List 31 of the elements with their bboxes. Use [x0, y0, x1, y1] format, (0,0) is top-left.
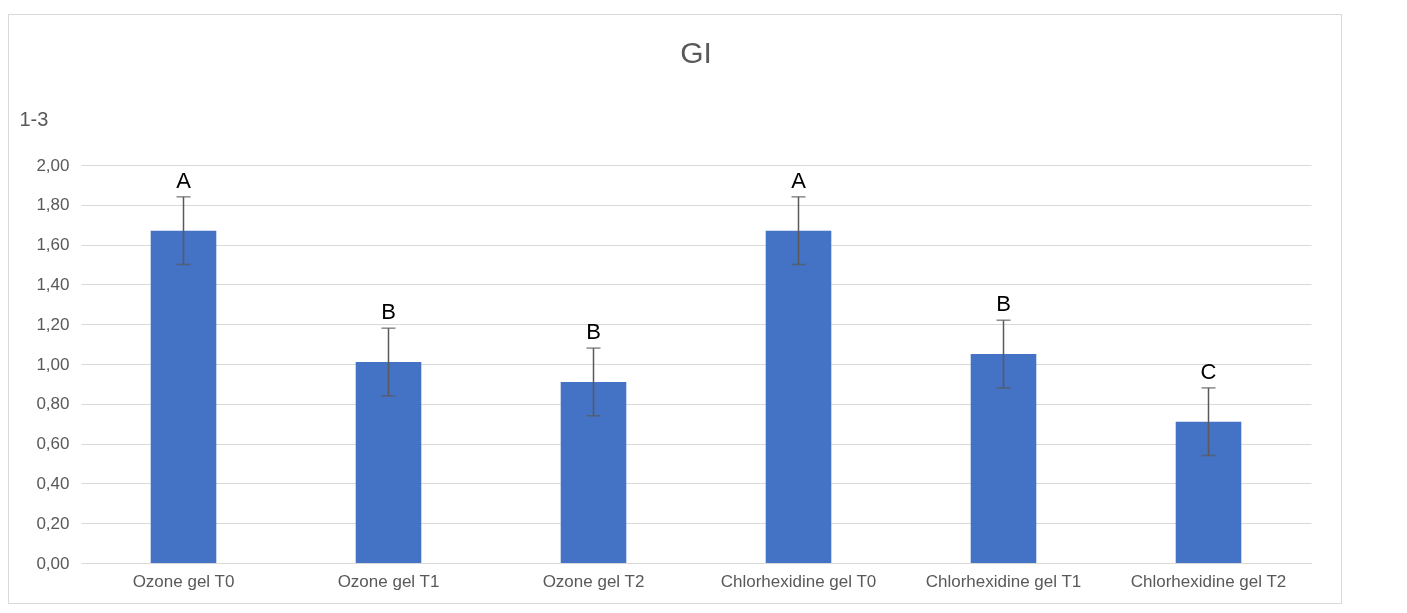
- annotation: B: [586, 319, 601, 345]
- annotation: A: [791, 167, 807, 193]
- x-tick-label: Chlorhexidine gel T2: [1130, 571, 1287, 591]
- chart-title: GI: [680, 36, 712, 69]
- annotation: B: [381, 299, 396, 325]
- y-tick-label: 0,40: [36, 473, 70, 493]
- annotation: C: [1200, 358, 1217, 384]
- y-tick-label: 0,80: [36, 394, 70, 414]
- y-tick-label: 1,60: [36, 235, 70, 255]
- x-tick-label: Ozone gel T0: [132, 571, 235, 591]
- bar: [970, 354, 1037, 563]
- annotation: A: [176, 167, 192, 193]
- bar: [355, 362, 422, 563]
- y-tick-label: 0,20: [36, 513, 70, 533]
- y-tick-label: 1,20: [36, 314, 70, 334]
- y-tick-label: 1,40: [36, 274, 70, 294]
- y-axis-title: 1-3: [19, 107, 49, 130]
- x-tick-label: Ozone gel T2: [542, 571, 645, 591]
- bar: [765, 230, 832, 563]
- x-tick-label: Chlorhexidine gel T1: [925, 571, 1082, 591]
- y-tick-label: 0,60: [36, 434, 70, 454]
- x-tick-label: Chlorhexidine gel T0: [720, 571, 877, 591]
- bar: [150, 230, 217, 563]
- bar: [1175, 421, 1242, 563]
- y-tick-label: 2,00: [36, 155, 70, 175]
- x-tick-label: Ozone gel T1: [337, 571, 440, 591]
- y-tick-label: 1,80: [36, 195, 70, 215]
- bar: [560, 381, 627, 563]
- y-tick-label: 0,00: [36, 553, 70, 573]
- annotation: B: [996, 291, 1011, 317]
- y-tick-label: 1,00: [36, 354, 70, 374]
